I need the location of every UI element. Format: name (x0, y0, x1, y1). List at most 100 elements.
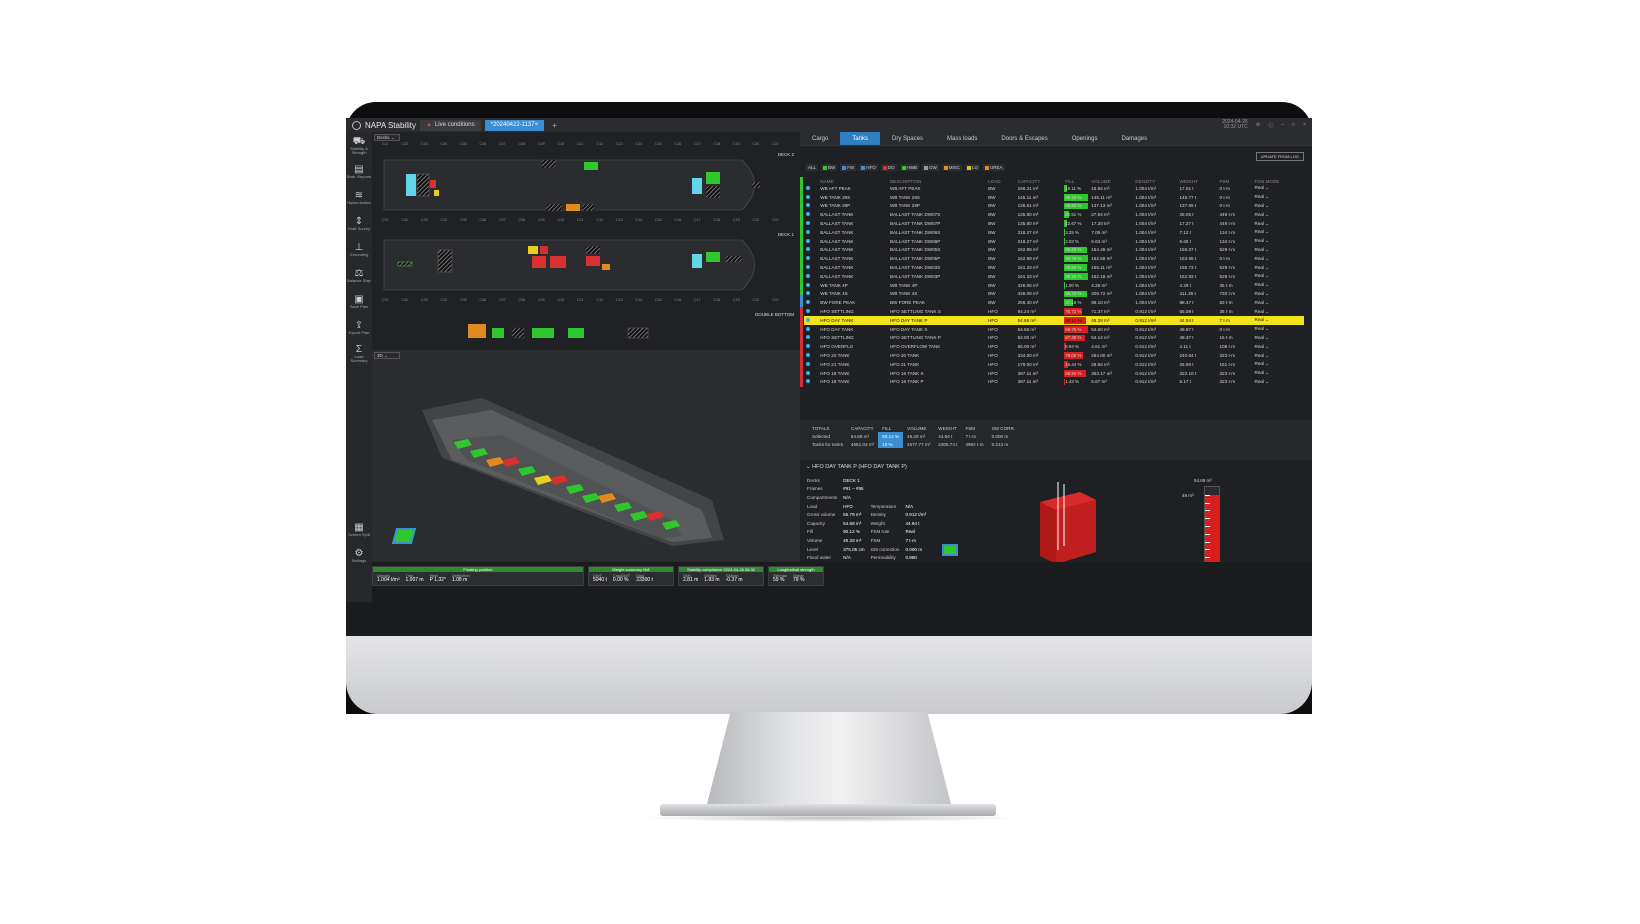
col-header[interactable]: NAME (820, 178, 834, 184)
maximize-icon[interactable]: □ (1292, 122, 1296, 128)
chevron-down-icon[interactable]: ⌄ (1263, 273, 1270, 279)
chevron-down-icon[interactable]: ⌄ (1263, 255, 1270, 261)
deck-tank[interactable] (584, 162, 598, 170)
update-from-log-button[interactable]: UPDATE FROM LOG (1255, 152, 1304, 161)
sidebar-item-report[interactable]: ▤ Stab. Reports (346, 158, 372, 184)
tab-live-conditions[interactable]: ▲ Live conditions (419, 119, 481, 131)
orientation-cube-icon[interactable] (391, 528, 417, 544)
chevron-down-icon[interactable]: ⌄ (1263, 211, 1270, 217)
tab-current-plan[interactable]: *20240422-1137 × (484, 119, 545, 131)
info-icon[interactable]: ⓘ (1268, 122, 1274, 129)
detail-title[interactable]: ⌄ HFO DAY TANK P (HFO DAY TANK P) (806, 464, 907, 470)
tank-block[interactable] (486, 457, 504, 467)
filter-urea[interactable]: UREA (983, 164, 1005, 171)
sidebar-item-draft[interactable]: ⇕ Draft Survey (346, 210, 372, 236)
deck-tank[interactable] (586, 256, 600, 266)
sidebar-item-grounding[interactable]: ⊥ Grounding (346, 236, 372, 262)
chevron-down-icon[interactable]: ⌄ (1263, 264, 1270, 270)
col-header[interactable]: DENSITY (1135, 178, 1156, 184)
table-row[interactable]: BALLAST TANK BALLAST TANK DW03P BW 161.23 m… (804, 272, 1304, 281)
sidebar-item-balance[interactable]: ⚖ Balance Ship (346, 262, 372, 288)
table-row[interactable]: HFO 21 TANK HFO 21 TANK HFO 179.00 m³ 16.44 … (804, 360, 1304, 369)
deck-tank[interactable] (541, 159, 557, 169)
minimize-icon[interactable]: – (1281, 122, 1285, 128)
sidebar-item-settings[interactable]: ⚙ Settings (346, 542, 372, 568)
chevron-down-icon[interactable]: ⌄ (1263, 308, 1270, 314)
deck-tank[interactable] (706, 252, 720, 262)
chevron-down-icon[interactable]: ⌄ (1263, 326, 1270, 332)
table-row[interactable]: WB AFT PEAK WB AFT PEAK BW 166.21 m³ 10.11 %… (804, 184, 1304, 193)
col-header[interactable]: FSM (1219, 178, 1230, 184)
table-row[interactable]: HFO OVERFLO HFO OVERFLOW TANK HFO 65.00 m³ 6… (804, 342, 1304, 351)
tab-openings[interactable]: Openings (1071, 135, 1098, 142)
filter-lo[interactable]: LO (965, 164, 981, 171)
deck-tank[interactable] (725, 255, 743, 263)
deck-tank[interactable] (602, 264, 610, 270)
tab-doors-escapes[interactable]: Doors & Escapes (1001, 135, 1048, 142)
deck-tank[interactable] (540, 246, 548, 254)
deck-tank[interactable] (581, 203, 595, 212)
tank-block[interactable] (566, 484, 584, 494)
deck-tank[interactable] (528, 246, 538, 254)
tank-block[interactable] (646, 511, 664, 521)
deck-tank[interactable] (692, 178, 702, 194)
deck-tank[interactable] (585, 245, 601, 255)
deck-tank[interactable] (751, 181, 761, 189)
filter-misc[interactable]: MISC (941, 164, 963, 171)
tab-cargo[interactable]: Cargo (812, 135, 829, 142)
deck-plan-drawing[interactable]: C37 C37 C37 C32 C32 C32 C33 C33 C33 C34 C34 C34 C35 C… (372, 132, 800, 350)
deck-tank[interactable] (434, 190, 439, 196)
col-header[interactable]: LOAD (988, 178, 1001, 184)
col-header[interactable]: WEIGHT (1179, 178, 1198, 184)
tank-block[interactable] (470, 448, 488, 458)
deck-tank[interactable] (532, 328, 554, 338)
chevron-down-icon[interactable]: ⌄ (1263, 282, 1270, 288)
chevron-down-icon[interactable]: ⌄ (1263, 246, 1270, 252)
tank-block[interactable] (630, 511, 648, 521)
table-row[interactable]: BW FORE PEAK BW FORE PEAK BW 256.40 m³ 37.15… (804, 298, 1304, 307)
chevron-down-icon[interactable]: ⌄ (1263, 378, 1270, 384)
sidebar-item-split[interactable]: ▦ Screen Split (346, 516, 372, 542)
tank-block[interactable] (598, 493, 616, 503)
table-row[interactable]: BALLAST TANK BALLAST TANK DW06S BW 218.27 m… (804, 228, 1304, 237)
table-row[interactable]: WB TANK 4S WB TANK 4S BW 436.08 m³ 95.72 % 40… (804, 290, 1304, 299)
tank-block[interactable] (662, 520, 680, 530)
chevron-down-icon[interactable]: ⌄ (1263, 202, 1270, 208)
tab-mass-loads[interactable]: Mass loads (947, 135, 978, 142)
filter-bw[interactable]: BW (821, 164, 838, 171)
filter-all[interactable]: ALL (806, 164, 819, 171)
status-panel-0[interactable]: Floating position Density 1.004 t/m³ Trim 1.… (372, 566, 584, 586)
tank-block[interactable] (454, 439, 472, 449)
tank-block[interactable] (582, 493, 600, 503)
col-header[interactable]: FILL (1065, 178, 1075, 184)
table-row[interactable]: BALLAST TANK BALLAST TANK DW03S BW 161.23 m… (804, 263, 1304, 272)
col-header[interactable]: CAPACITY (1017, 178, 1041, 184)
deck-tank[interactable] (397, 261, 413, 267)
table-row[interactable]: BALLAST TANK BALLAST TANK DW06P BW 218.27 m… (804, 237, 1304, 246)
deck-tank[interactable] (568, 328, 584, 338)
filter-hfo[interactable]: HFO (859, 164, 878, 171)
chevron-down-icon[interactable]: ⌄ (1263, 185, 1270, 191)
tank-block[interactable] (614, 502, 632, 512)
table-row[interactable]: BALLAST TANK BALLAST TANK DW05S BW 162.99 m… (804, 246, 1304, 255)
table-row[interactable]: HFO 18 TANK HFO 18 TANK P HFO 397.11 m³ 1.43… (804, 378, 1304, 387)
deck-tank[interactable] (406, 174, 416, 196)
sidebar-item-export[interactable]: ⇪ Export Plan (346, 314, 372, 340)
col-header[interactable]: FSM MODE (1254, 178, 1280, 184)
deck-tank[interactable] (706, 172, 720, 184)
deck-tank[interactable] (492, 328, 504, 338)
table-row[interactable]: HFO 20 TANK HFO 20 TANK HFO 334.00 m³ 79.05 … (804, 351, 1304, 360)
chevron-down-icon[interactable]: ⌄ (1263, 229, 1270, 235)
chevron-down-icon[interactable]: ⌄ (1263, 220, 1270, 226)
chevron-down-icon[interactable]: ⌄ (1263, 343, 1270, 349)
tank-block[interactable] (502, 457, 520, 467)
table-row[interactable]: WB TANK 4P WB TANK 4P BW 426.06 m³ 1.00 % 4.2… (804, 281, 1304, 290)
deck-tank[interactable] (511, 327, 525, 339)
filter-fw[interactable]: FW (840, 164, 857, 171)
table-row[interactable]: WB TANK 29P WB TANK 29P BW 138.61 m³ 98.93 %… (804, 202, 1304, 211)
deck-tank[interactable] (692, 254, 702, 268)
filter-gw[interactable]: GW (922, 164, 939, 171)
tab-tanks[interactable]: Tanks (840, 132, 881, 145)
deck-tank[interactable] (532, 256, 546, 268)
sidebar-item-save[interactable]: ▣ Save Plan (346, 288, 372, 314)
